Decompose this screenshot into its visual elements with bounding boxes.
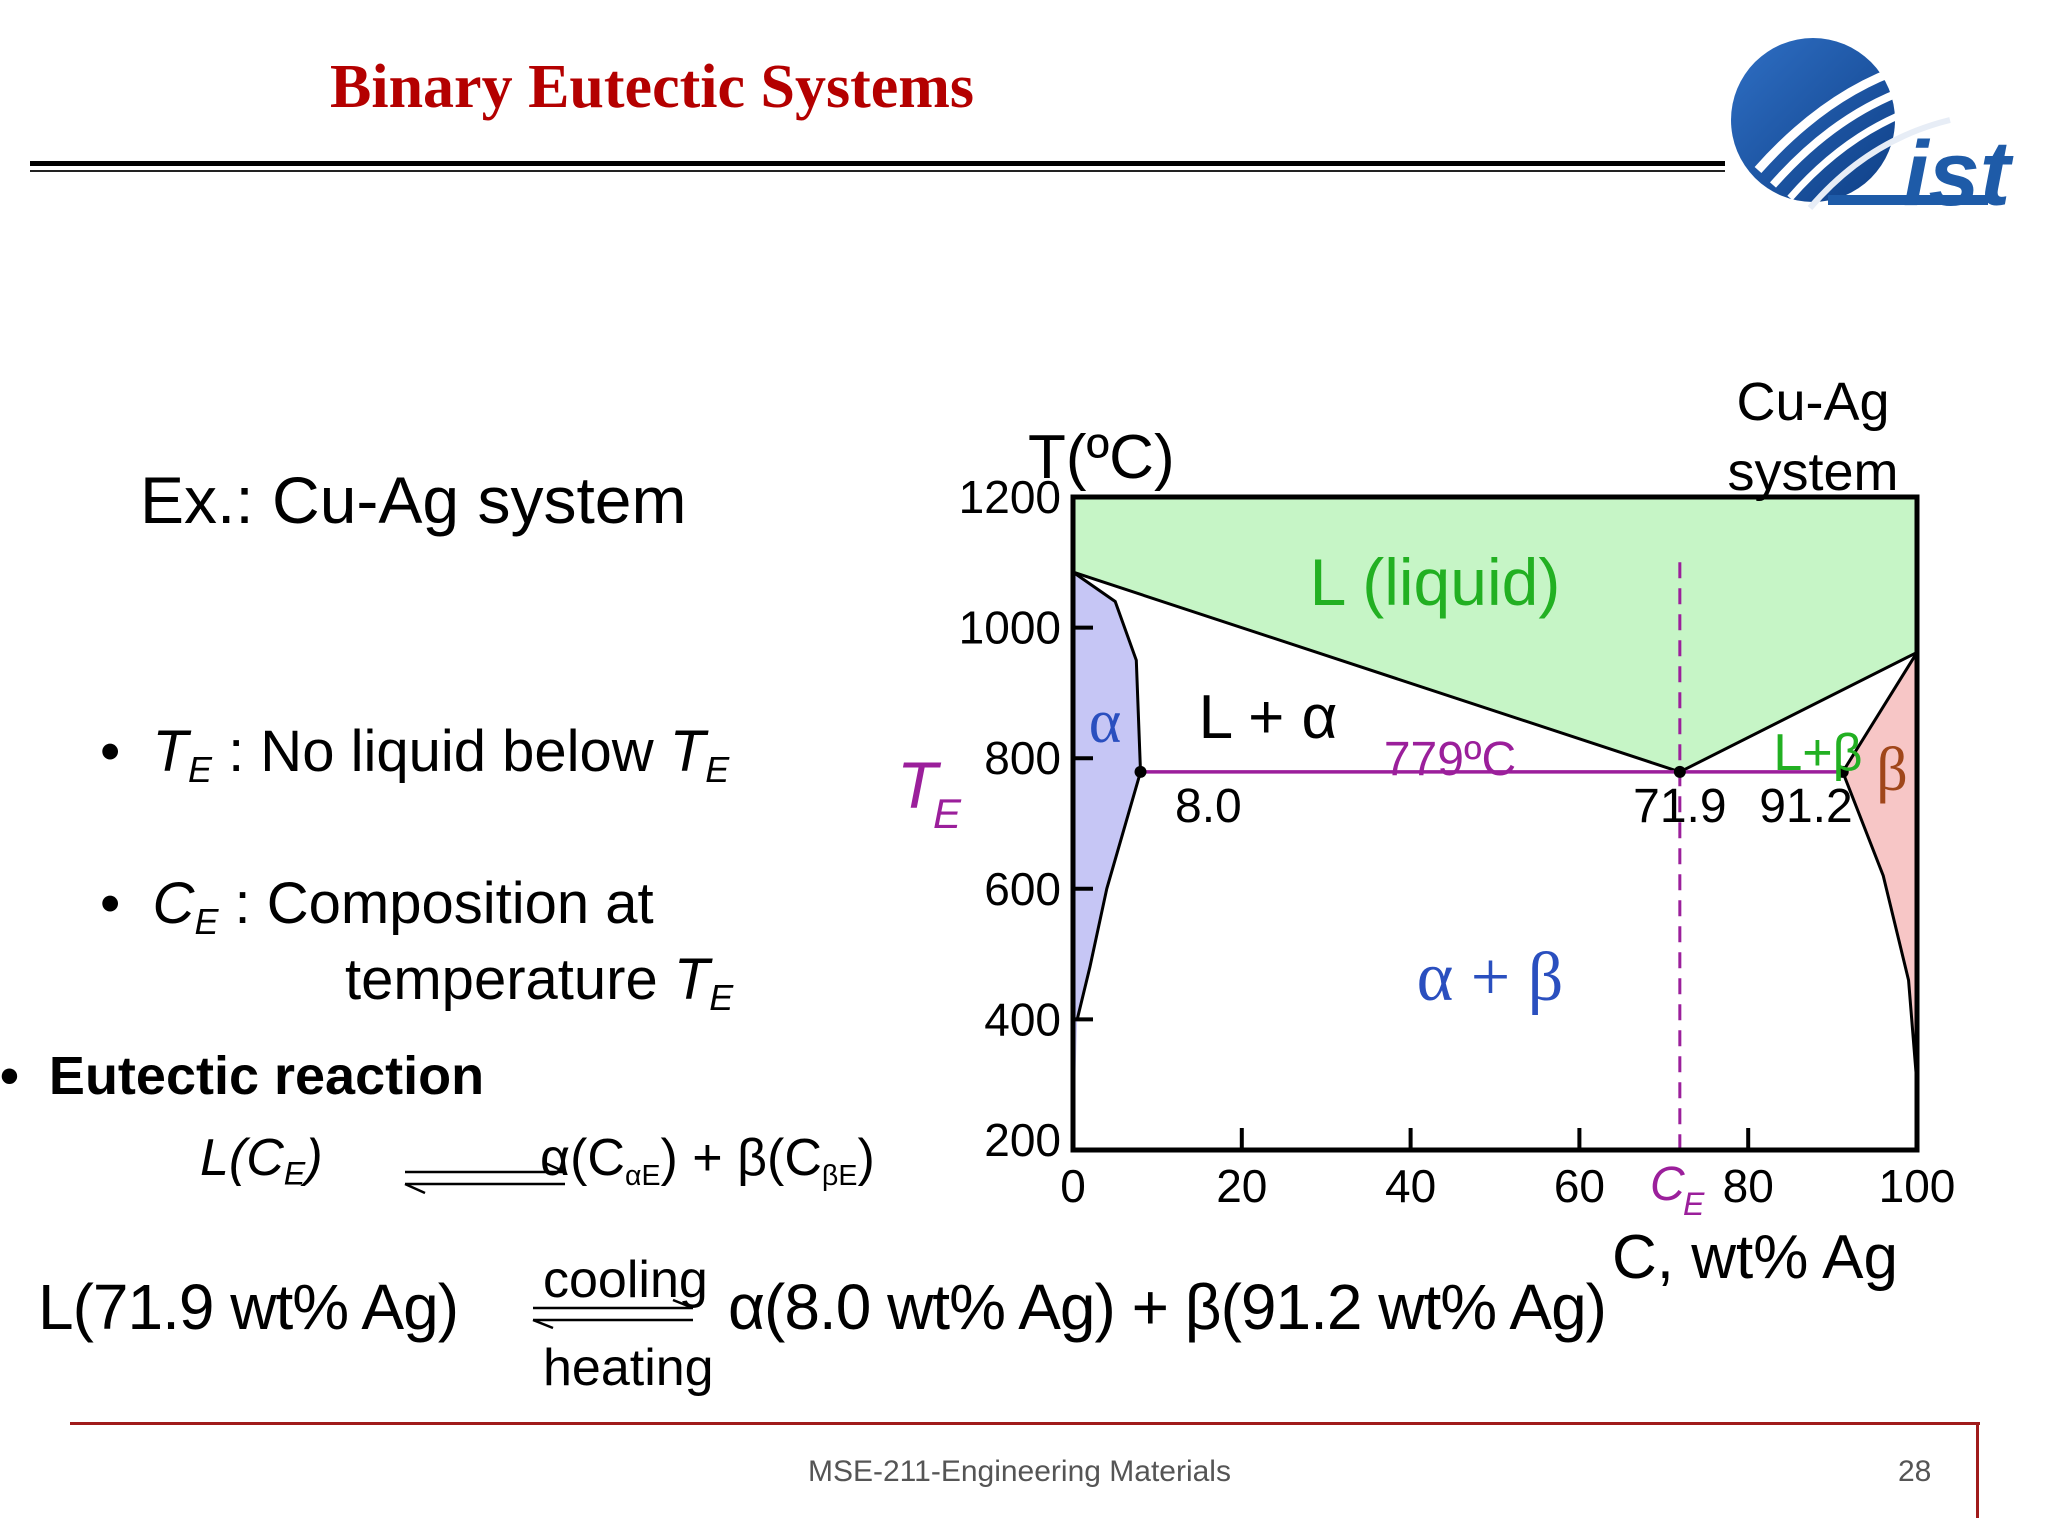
beta-max-point bbox=[1836, 765, 1849, 778]
institution-logo: ist bbox=[1731, 38, 2014, 220]
y-tick-label: 1000 bbox=[959, 602, 1061, 654]
title-rule-thin bbox=[30, 170, 1725, 172]
x-tick-label: 40 bbox=[1385, 1160, 1436, 1212]
reaction-small-left: L(CE) bbox=[200, 1128, 323, 1193]
eutectic-point bbox=[1673, 765, 1686, 778]
footer-rule bbox=[70, 1422, 1980, 1425]
system-label-1: Cu-Ag bbox=[1736, 372, 1889, 432]
logo-text: ist bbox=[1903, 123, 2014, 220]
equilibrium-arrow-small bbox=[404, 1161, 566, 1195]
slide-title: Binary Eutectic Systems bbox=[330, 53, 975, 121]
alpha-plus-beta-label: α + β bbox=[1417, 939, 1564, 1016]
bullet-ce-line2: temperature TE bbox=[345, 946, 733, 1019]
reaction-alpha: α(C bbox=[540, 1129, 625, 1187]
ce-subscript: E bbox=[194, 900, 219, 942]
ce-text: : Composition at bbox=[218, 871, 654, 936]
reaction-small-right: α(CαE) + β(CβE) bbox=[540, 1128, 875, 1193]
bullet-te: • TE : No liquid below TE bbox=[100, 718, 729, 791]
alpha-label: α bbox=[1089, 688, 1121, 756]
heating-label: heating bbox=[543, 1339, 714, 1397]
ce-symbol: C bbox=[152, 871, 195, 936]
bullet-marker: • bbox=[100, 871, 121, 936]
y-tick-label: 1200 bbox=[959, 471, 1061, 523]
te-subscript-2: E bbox=[705, 748, 730, 790]
te-symbol-2: T bbox=[669, 719, 706, 784]
beta-max-label: 91.2 bbox=[1759, 780, 1852, 833]
eutectic-composition-label: 71.9 bbox=[1633, 780, 1726, 833]
y-tick-label: 400 bbox=[984, 993, 1061, 1045]
equilibrium-arrow-big bbox=[532, 1298, 694, 1330]
te-axis-label: T bbox=[897, 748, 942, 822]
l-plus-beta-label: L+β bbox=[1773, 724, 1862, 782]
ce-text-2: temperature bbox=[345, 947, 674, 1012]
reaction-end: ) bbox=[857, 1129, 875, 1187]
y-axis-label: T(ºC) bbox=[1028, 423, 1175, 492]
y-tick-label: 800 bbox=[984, 732, 1061, 784]
beta-label: β bbox=[1876, 736, 1908, 804]
eutectic-temperature-label: 779ºC bbox=[1384, 733, 1516, 786]
te-subscript: E bbox=[187, 748, 212, 790]
y-tick-label: 600 bbox=[984, 863, 1061, 915]
x-tick-label: 100 bbox=[1879, 1160, 1956, 1212]
liquid-label: L (liquid) bbox=[1310, 545, 1561, 619]
beta-solvus bbox=[1841, 651, 1919, 1085]
eutectic-heading-text: Eutectic reaction bbox=[48, 1046, 485, 1106]
cooling-label: cooling bbox=[543, 1251, 708, 1309]
reaction-beta-sub: βE bbox=[821, 1160, 858, 1192]
reaction-big-left: L(71.9 wt% Ag) bbox=[38, 1271, 459, 1343]
te-symbol: T bbox=[152, 719, 188, 784]
bullet-marker: • bbox=[100, 719, 121, 784]
eutectic-reaction-heading: • Eutectic reaction bbox=[0, 1045, 484, 1107]
x-tick-label: 0 bbox=[1060, 1160, 1086, 1212]
x-tick-label: 60 bbox=[1554, 1160, 1605, 1212]
reaction-l-end: ) bbox=[305, 1129, 323, 1187]
bullet-ce: • CE : Composition at bbox=[100, 870, 654, 943]
beta-region bbox=[1842, 652, 1917, 1085]
reaction-l-sub: E bbox=[283, 1155, 306, 1192]
alpha-max-label: 8.0 bbox=[1175, 780, 1242, 833]
alpha-max-point bbox=[1134, 765, 1147, 778]
page-number: 28 bbox=[1898, 1455, 1932, 1488]
footer-text: MSE-211-Engineering Materials bbox=[808, 1455, 1231, 1488]
x-axis-label: C, wt% Ag bbox=[1612, 1223, 1898, 1292]
te-text: : No liquid below bbox=[211, 719, 670, 784]
liquidus-right bbox=[1679, 651, 1918, 774]
example-text: Ex.: Cu-Ag system bbox=[140, 463, 687, 537]
ce-axis-label: C bbox=[1650, 1158, 1685, 1211]
title-rule bbox=[30, 161, 1725, 166]
liquid-region bbox=[1073, 497, 1917, 772]
te-subscript-3: E bbox=[709, 976, 734, 1018]
liquidus-left bbox=[1072, 570, 1681, 774]
ce-axis-label-sub: E bbox=[1683, 1186, 1705, 1222]
te-axis-label-sub: E bbox=[933, 790, 962, 837]
te-symbol-3: T bbox=[673, 947, 710, 1012]
reaction-l: L(C bbox=[200, 1129, 284, 1187]
system-label-2: system bbox=[1727, 442, 1898, 502]
reaction-big-right: α(8.0 wt% Ag) + β(91.2 wt% Ag) bbox=[728, 1271, 1607, 1343]
reaction-mid: ) + β(C bbox=[660, 1129, 822, 1187]
reaction-alpha-sub: αE bbox=[624, 1160, 661, 1192]
footer-vertical-rule bbox=[1976, 1422, 1979, 1518]
x-tick-label: 20 bbox=[1216, 1160, 1267, 1212]
plot-frame bbox=[1070, 494, 1920, 1153]
l-plus-alpha-label: L + α bbox=[1199, 683, 1338, 752]
bullet-marker: • bbox=[0, 1046, 19, 1106]
y-tick-label: 200 bbox=[984, 1114, 1061, 1166]
alpha-region bbox=[1073, 572, 1141, 1150]
x-tick-label: 80 bbox=[1723, 1160, 1774, 1212]
